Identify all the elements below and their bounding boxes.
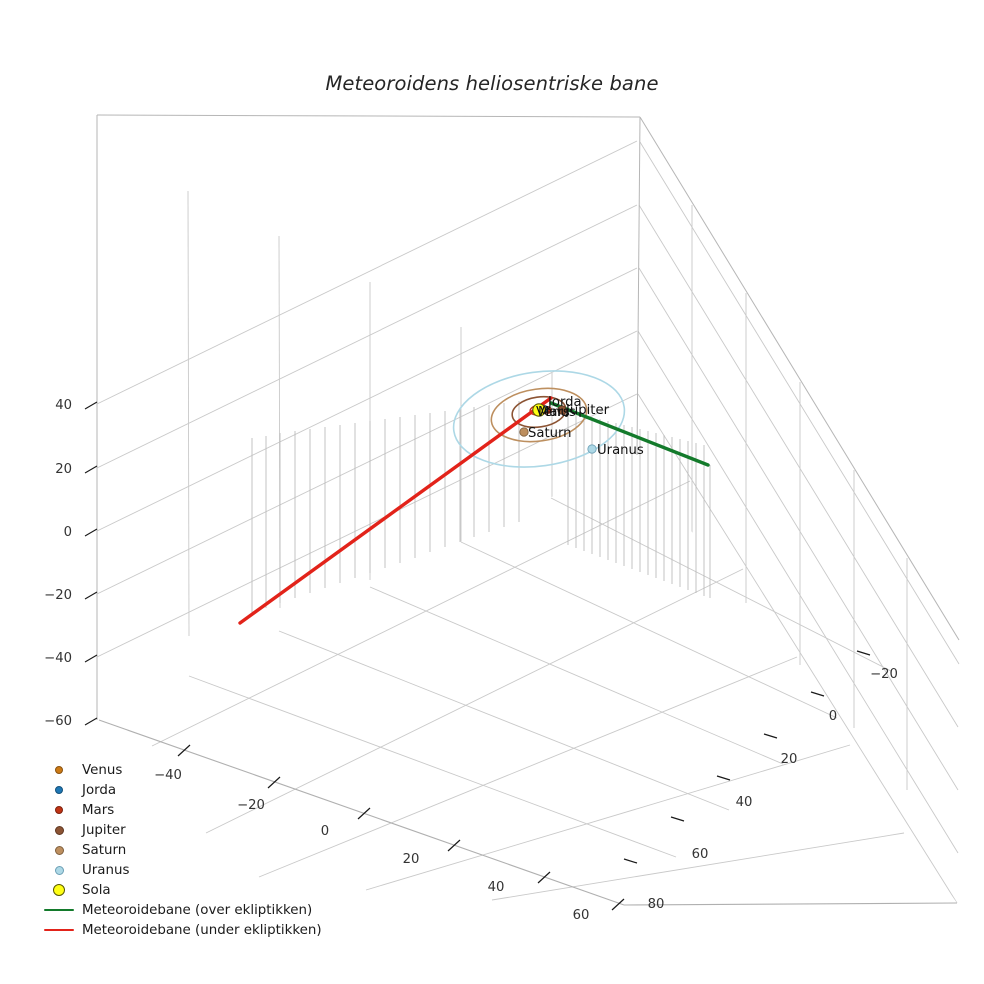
x-tick-label: −20 — [237, 798, 265, 813]
marker-sola — [532, 403, 546, 417]
z-axis: 40 20 0 −20 −40 −60 — [44, 398, 98, 729]
legend-item-saturn[interactable]: Saturn — [40, 840, 340, 860]
legend-label: Uranus — [82, 862, 130, 878]
legend-label: Venus — [82, 762, 123, 778]
y-tick-label: −20 — [870, 667, 898, 682]
legend-item-mars[interactable]: Mars — [40, 800, 340, 820]
green-line-icon — [40, 908, 78, 912]
legend: Venus Jorda Mars Jupiter Saturn — [40, 760, 340, 940]
pane-back-left — [96, 114, 641, 720]
legend-item-jorda[interactable]: Jorda — [40, 780, 340, 800]
marker-jupiter — [557, 405, 567, 415]
legend-label: Saturn — [82, 842, 127, 858]
y-tick-label: 40 — [736, 795, 753, 810]
y-axis: −20 0 20 40 60 80 — [623, 650, 898, 912]
orbit-uranus — [452, 370, 626, 468]
y-tick-label: 0 — [829, 709, 837, 724]
legend-item-under-ecliptic[interactable]: Meteoroidebane (under ekliptikken) — [40, 920, 340, 940]
legend-label: Mars — [82, 802, 115, 818]
pane-floor — [98, 455, 958, 906]
y-tick-label: 80 — [648, 897, 665, 912]
legend-item-over-ecliptic[interactable]: Meteoroidebane (over ekliptikken) — [40, 900, 340, 920]
z-tick-label: 0 — [64, 525, 72, 540]
meteoroid-track — [238, 396, 710, 625]
body-labels: Jorda Venus Mars Jupiter Saturn Uranus — [528, 395, 644, 458]
legend-item-uranus[interactable]: Uranus — [40, 860, 340, 880]
y-tick-label: 20 — [781, 752, 798, 767]
jorda-marker-icon — [40, 786, 78, 794]
z-tick-label: −40 — [44, 651, 72, 666]
body-label-uranus: Uranus — [597, 443, 644, 458]
trajectory-stems-under — [251, 401, 520, 613]
trajectory-stems-over — [567, 412, 711, 598]
body-label-jorda: Jorda — [547, 395, 582, 410]
y-tick-label: 60 — [692, 847, 709, 862]
red-line-icon — [40, 928, 78, 932]
page-title: Meteoroidens heliosentriske bane — [325, 72, 659, 95]
legend-label: Jorda — [82, 782, 117, 798]
x-tick-label: 60 — [573, 908, 590, 923]
legend-label: Meteoroidebane (over ekliptikken) — [82, 902, 313, 918]
body-label-saturn: Saturn — [528, 426, 572, 441]
orbit-saturn — [490, 387, 588, 443]
marker-saturn — [519, 427, 529, 437]
trajectory-over-ecliptic — [549, 401, 710, 467]
legend-item-sola[interactable]: Sola — [40, 880, 340, 900]
body-label-venus: Venus — [536, 405, 576, 420]
saturn-marker-icon — [40, 845, 78, 855]
body-label-mars: Mars — [538, 405, 570, 420]
z-tick-label: 40 — [55, 398, 72, 413]
legend-label: Meteoroidebane (under ekliptikken) — [82, 922, 322, 938]
x-tick-label: 0 — [321, 824, 329, 839]
x-tick-label: 40 — [488, 880, 505, 895]
venus-marker-icon — [40, 766, 78, 774]
pane-back-right — [636, 116, 960, 904]
trajectory-under-ecliptic — [238, 396, 553, 625]
z-tick-label: −20 — [44, 588, 72, 603]
jupiter-marker-icon — [40, 825, 78, 835]
mars-marker-icon — [40, 806, 78, 814]
body-markers — [519, 403, 597, 454]
uranus-marker-icon — [40, 865, 78, 875]
marker-uranus — [587, 444, 597, 454]
x-axis: −40 −20 0 20 40 60 — [154, 744, 625, 923]
z-tick-label: 20 — [55, 462, 72, 477]
x-tick-label: 20 — [403, 852, 420, 867]
z-tick-label: −60 — [44, 714, 72, 729]
body-label-jupiter: Jupiter — [565, 403, 610, 418]
legend-item-jupiter[interactable]: Jupiter — [40, 820, 340, 840]
sola-marker-icon — [40, 884, 78, 896]
x-tick-label: −40 — [154, 768, 182, 783]
legend-label: Sola — [82, 882, 111, 898]
legend-label: Jupiter — [82, 822, 126, 838]
legend-item-venus[interactable]: Venus — [40, 760, 340, 780]
